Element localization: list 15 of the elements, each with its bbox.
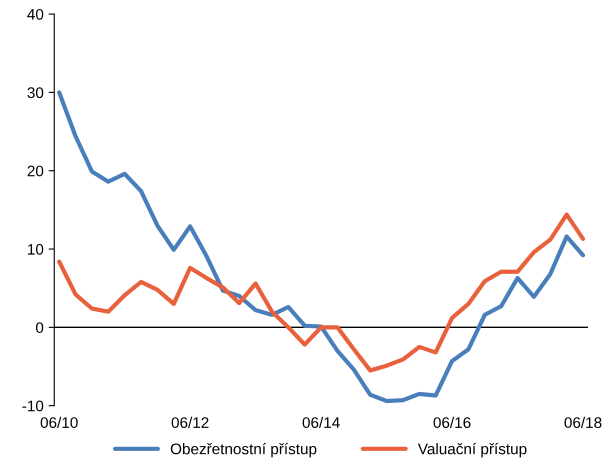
x-tick-label: 06/14 [302, 416, 340, 428]
legend-label: Valuační přístup [418, 442, 526, 458]
legend-label: Obezřetnostní přístup [170, 442, 316, 458]
x-tick-label: 06/10 [40, 416, 78, 428]
x-tick-label: 06/12 [172, 416, 208, 428]
y-tick-label: -10 [22, 400, 44, 412]
y-tick-label: 40 [27, 8, 44, 20]
x-tick-label: 06/16 [434, 416, 470, 428]
y-tick-label: 20 [28, 166, 44, 176]
y-tick-label: 30 [27, 87, 44, 98]
y-tick-label: 10 [28, 244, 44, 255]
x-tick-label: 06/18 [564, 416, 602, 428]
line-series [57, 90, 586, 404]
y-tick-label: 0 [36, 322, 44, 334]
line-series [57, 212, 586, 373]
